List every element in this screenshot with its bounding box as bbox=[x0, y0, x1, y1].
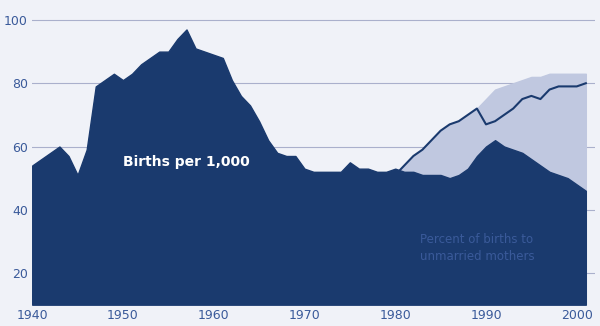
Text: Births per 1,000: Births per 1,000 bbox=[123, 155, 250, 169]
Text: Percent of births to
unmarried mothers: Percent of births to unmarried mothers bbox=[419, 233, 534, 263]
